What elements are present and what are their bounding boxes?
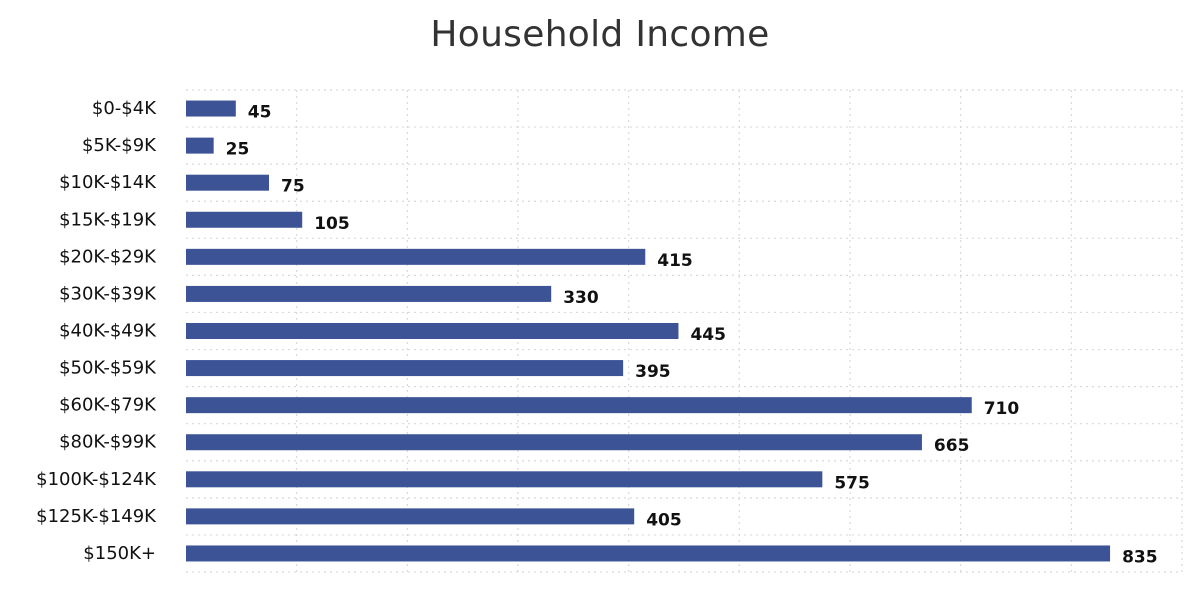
value-label: 835 bbox=[1122, 547, 1158, 567]
value-label: 105 bbox=[314, 214, 350, 234]
value-label: 405 bbox=[646, 510, 682, 530]
category-label: $40K-$49K bbox=[59, 321, 157, 342]
bar bbox=[186, 100, 236, 117]
value-label: 575 bbox=[834, 473, 870, 493]
value-label: 395 bbox=[635, 362, 671, 382]
bar bbox=[186, 397, 972, 414]
chart-title: Household Income bbox=[430, 14, 770, 55]
bar bbox=[186, 471, 823, 488]
bar bbox=[186, 174, 269, 191]
bar bbox=[186, 248, 646, 265]
category-label: $5K-$9K bbox=[82, 135, 157, 156]
value-label: 710 bbox=[984, 399, 1020, 419]
value-label: 75 bbox=[281, 177, 305, 197]
value-label: 45 bbox=[248, 103, 272, 123]
grid-lines bbox=[186, 89, 1183, 573]
bar bbox=[186, 285, 552, 302]
category-label: $10K-$14K bbox=[59, 172, 157, 193]
bar bbox=[186, 434, 922, 451]
category-label: $50K-$59K bbox=[59, 358, 157, 379]
value-label: 25 bbox=[226, 140, 250, 160]
bar bbox=[186, 508, 635, 525]
value-label: 445 bbox=[690, 325, 726, 345]
category-label: $0-$4K bbox=[92, 98, 157, 119]
value-labels: 45 25 75 105 415 330 445 395 710 665 575 405 835 bbox=[226, 103, 1158, 568]
bar-series bbox=[186, 100, 1111, 562]
category-label: $80K-$99K bbox=[59, 432, 157, 453]
category-label: $125K-$149K bbox=[36, 506, 157, 527]
category-label: $100K-$124K bbox=[36, 469, 157, 490]
value-label: 330 bbox=[563, 288, 599, 308]
category-labels: $0-$4K $5K-$9K $10K-$14K $15K-$19K $20K-$29K… bbox=[36, 98, 157, 564]
category-label: $15K-$19K bbox=[59, 209, 157, 230]
category-label: $60K-$79K bbox=[59, 395, 157, 416]
bar bbox=[186, 323, 679, 339]
category-label: $30K-$39K bbox=[59, 283, 157, 304]
bar bbox=[186, 360, 624, 377]
bar bbox=[186, 137, 214, 154]
bar bbox=[186, 545, 1111, 562]
bar bbox=[186, 211, 303, 228]
category-label: $150K+ bbox=[83, 543, 156, 564]
value-label: 415 bbox=[657, 251, 693, 271]
category-label: $20K-$29K bbox=[59, 246, 157, 267]
value-label: 665 bbox=[934, 436, 970, 456]
